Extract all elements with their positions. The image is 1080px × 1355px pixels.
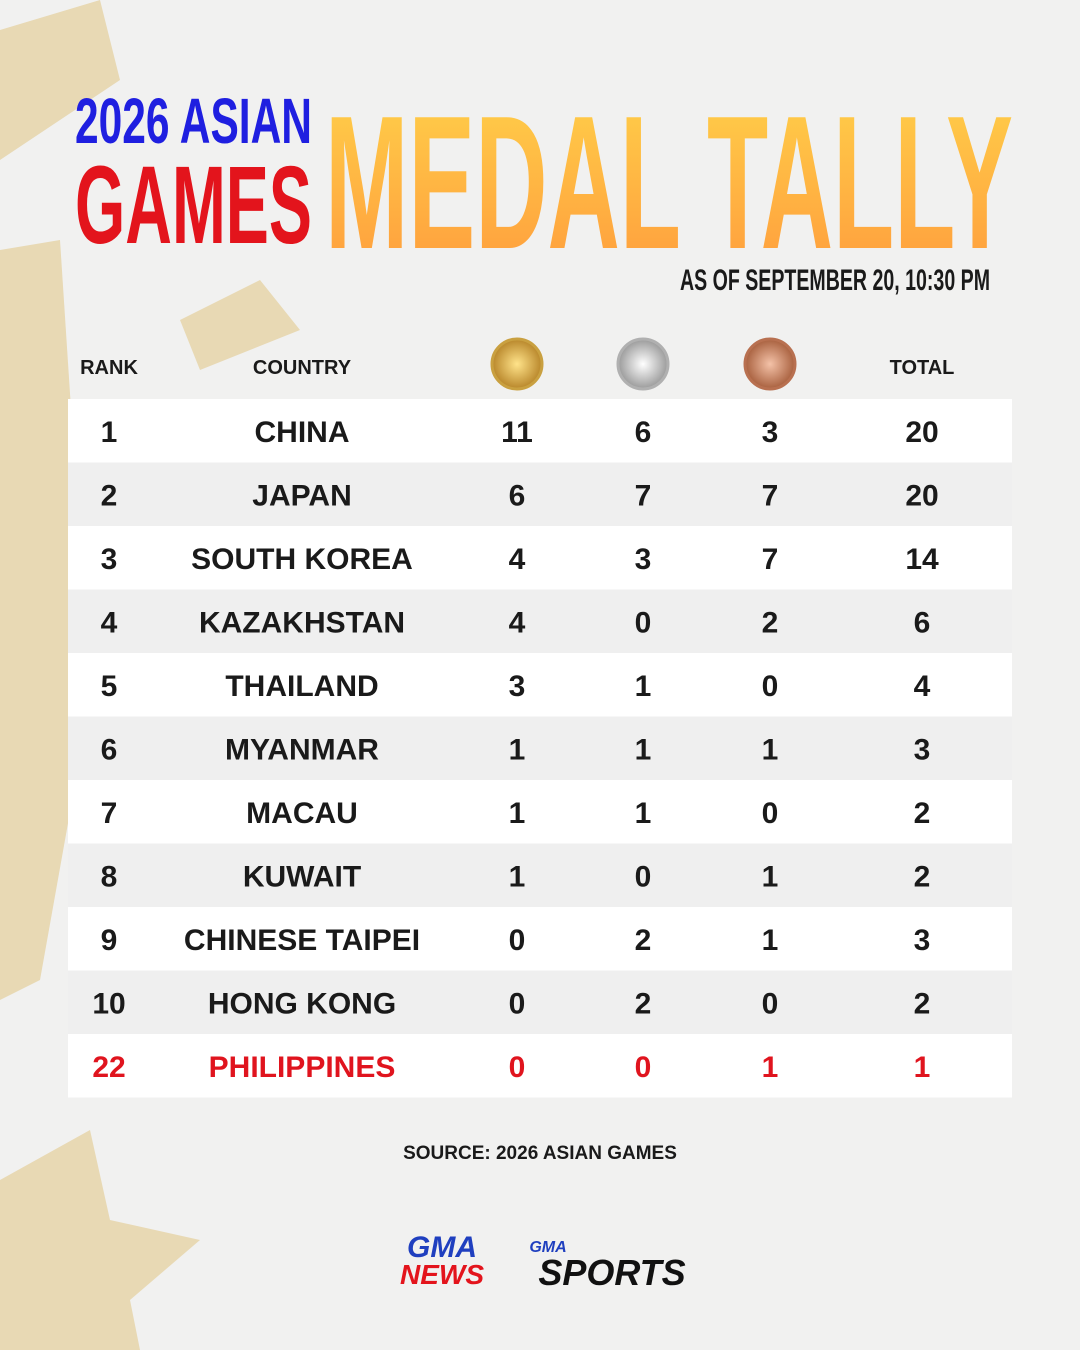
cell-rank: 6: [101, 733, 118, 766]
cell-rank: 3: [101, 543, 118, 576]
cell-country: MYANMAR: [225, 733, 379, 766]
cell-total: 20: [905, 479, 938, 512]
cell-bronze: 1: [762, 1051, 779, 1084]
cell-bronze: 1: [762, 924, 779, 957]
table-row: [68, 716, 1012, 780]
table-row: [68, 462, 1012, 526]
cell-rank: 10: [92, 987, 125, 1020]
cell-bronze: 1: [762, 733, 779, 766]
cell-silver: 1: [635, 670, 652, 703]
subtitle: AS OF SEPTEMBER 20, 10:30 PM: [680, 264, 990, 297]
cell-rank: 1: [101, 416, 118, 449]
cell-bronze: 0: [762, 670, 779, 703]
cell-silver: 3: [635, 543, 652, 576]
cell-silver: 0: [635, 860, 652, 893]
title-line1: 2026 ASIAN: [75, 85, 312, 157]
cell-rank: 5: [101, 670, 118, 703]
cell-country: THAILAND: [225, 670, 378, 703]
cell-total: 14: [905, 543, 939, 576]
cell-bronze: 0: [762, 797, 779, 830]
header-country: COUNTRY: [253, 357, 352, 379]
cell-bronze: 2: [762, 606, 779, 639]
cell-country: CHINA: [255, 416, 350, 449]
table-row: [68, 1034, 1012, 1098]
cell-silver: 1: [635, 733, 652, 766]
cell-bronze: 7: [762, 543, 779, 576]
cell-total: 1: [914, 1051, 931, 1084]
cell-bronze: 0: [762, 987, 779, 1020]
table-row: [68, 399, 1012, 463]
cell-silver: 7: [635, 479, 652, 512]
table-row: [68, 907, 1012, 971]
cell-gold: 0: [509, 987, 526, 1020]
table-row: [68, 970, 1012, 1034]
title-main: MEDAL TALLY: [325, 77, 1013, 289]
header-total: TOTAL: [890, 357, 955, 379]
cell-rank: 22: [92, 1051, 125, 1084]
header-rank: RANK: [80, 357, 138, 379]
cell-rank: 9: [101, 924, 118, 957]
table-row: [68, 780, 1012, 844]
cell-total: 2: [914, 797, 931, 830]
table-row: [68, 843, 1012, 907]
bronze-medal-icon: [743, 337, 797, 391]
cell-bronze: 7: [762, 479, 779, 512]
decor-ray: [0, 240, 90, 1000]
cell-bronze: 1: [762, 860, 779, 893]
cell-country: JAPAN: [252, 479, 351, 512]
table-row: [68, 653, 1012, 717]
decor-star: [0, 0, 120, 160]
cell-country: MACAU: [246, 797, 358, 830]
cell-total: 20: [905, 416, 938, 449]
cell-silver: 2: [635, 987, 652, 1020]
cell-silver: 0: [635, 606, 652, 639]
decor-ray: [180, 280, 300, 370]
silver-medal-icon: [616, 337, 670, 391]
table-body: 1 CHINA 11 6 3 202 JAPAN 6 7 7 203 SOUTH KOREA 4 3 7 14…: [68, 399, 1012, 1098]
logo2-top: GMA: [529, 1239, 566, 1256]
cell-total: 2: [914, 860, 931, 893]
cell-total: 2: [914, 987, 931, 1020]
cell-total: 4: [914, 670, 931, 703]
gold-medal-icon: [490, 337, 544, 391]
cell-rank: 8: [101, 860, 118, 893]
logo1-bottom: NEWS: [400, 1259, 484, 1290]
logo2-bottom: SPORTS: [538, 1252, 685, 1293]
logo1-top: GMA: [407, 1231, 477, 1264]
decor-star: [0, 1130, 200, 1350]
cell-gold: 3: [509, 670, 526, 703]
cell-total: 3: [914, 924, 931, 957]
cell-gold: 4: [509, 606, 526, 639]
cell-gold: 1: [509, 733, 526, 766]
cell-rank: 7: [101, 797, 118, 830]
cell-silver: 6: [635, 416, 652, 449]
cell-gold: 6: [509, 479, 526, 512]
table-row: [68, 589, 1012, 653]
cell-gold: 0: [509, 1051, 526, 1084]
source: SOURCE: 2026 ASIAN GAMES: [403, 1143, 677, 1164]
cell-rank: 2: [101, 479, 118, 512]
cell-gold: 1: [509, 797, 526, 830]
cell-rank: 4: [101, 606, 118, 639]
table-row: [68, 526, 1012, 590]
cell-bronze: 3: [762, 416, 779, 449]
cell-country: PHILIPPINES: [209, 1051, 396, 1084]
cell-gold: 4: [509, 543, 526, 576]
cell-total: 3: [914, 733, 931, 766]
cell-country: HONG KONG: [208, 987, 396, 1020]
cell-country: KUWAIT: [243, 860, 361, 893]
cell-country: SOUTH KOREA: [191, 543, 413, 576]
title-line2: GAMES: [75, 144, 312, 267]
cell-gold: 11: [501, 416, 533, 449]
cell-country: CHINESE TAIPEI: [184, 924, 420, 957]
cell-gold: 1: [509, 860, 526, 893]
cell-silver: 0: [635, 1051, 652, 1084]
cell-silver: 2: [635, 924, 652, 957]
cell-gold: 0: [509, 924, 526, 957]
cell-country: KAZAKHSTAN: [199, 606, 405, 639]
cell-silver: 1: [635, 797, 652, 830]
cell-total: 6: [914, 606, 931, 639]
